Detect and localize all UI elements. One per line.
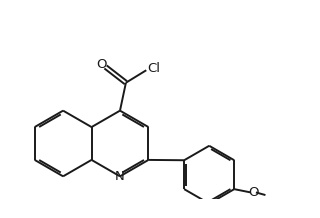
Text: N: N (115, 170, 125, 183)
Text: Cl: Cl (147, 62, 160, 75)
Text: O: O (96, 58, 107, 72)
Text: O: O (248, 186, 259, 199)
